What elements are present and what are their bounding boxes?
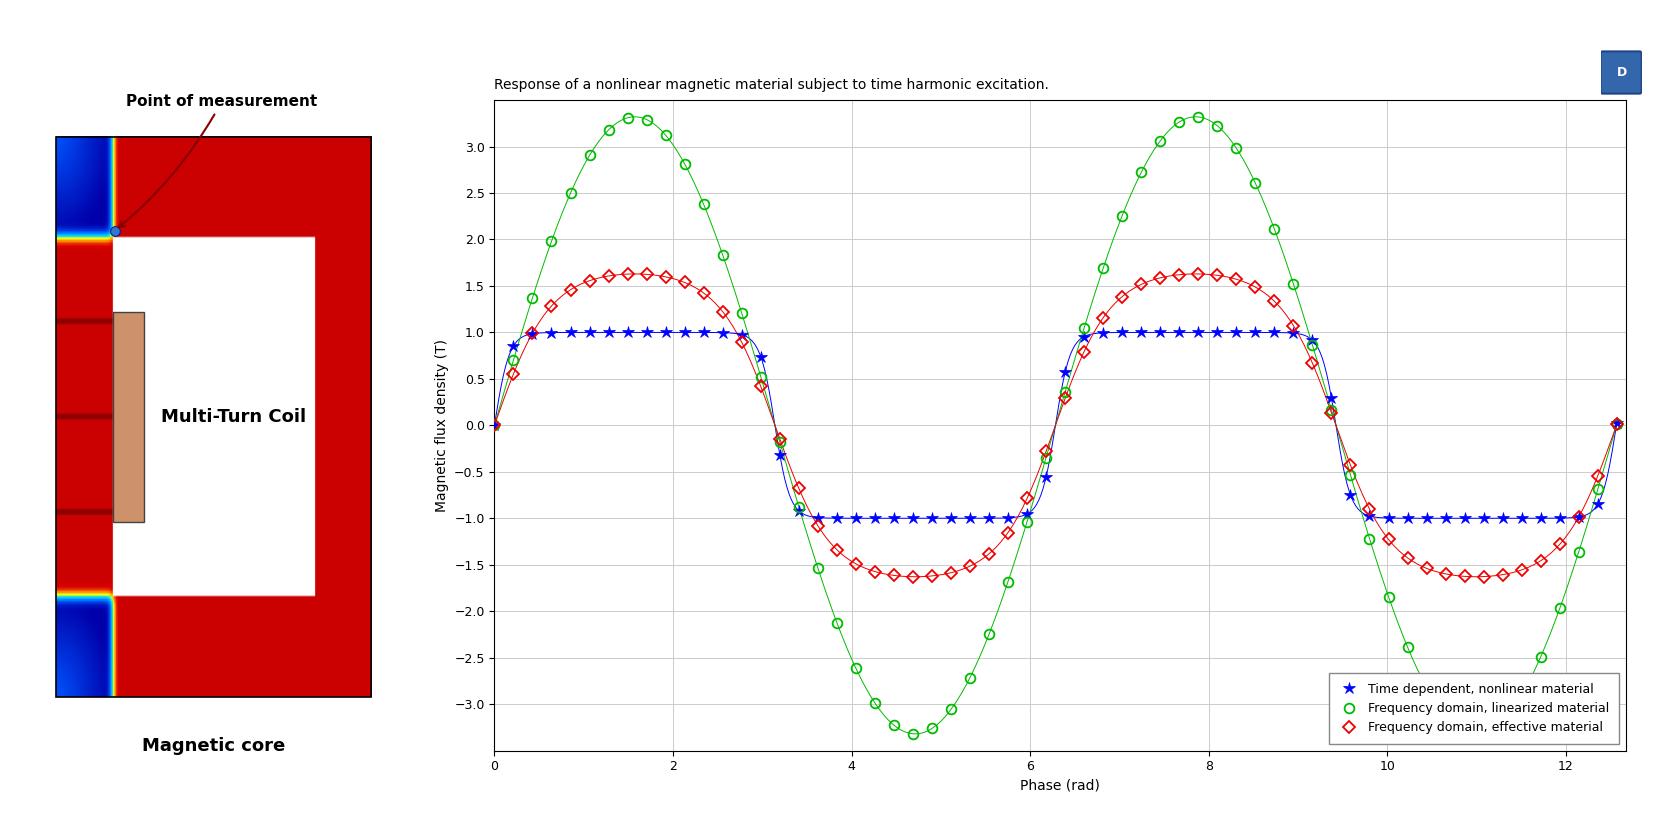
- Frequency domain, linearized material: [675, 159, 696, 169]
- Frequency domain, linearized material: [769, 437, 789, 447]
- Text: Response of a nonlinear magnetic material subject to time harmonic excitation.: Response of a nonlinear magnetic materia…: [494, 78, 1049, 92]
- Legend: Time dependent, nonlinear material, Frequency domain, linearized material, Frequ: Time dependent, nonlinear material, Freq…: [1329, 673, 1619, 745]
- Time dependent, nonlinear material: [769, 450, 789, 460]
- Line: Frequency domain, linearized material: Frequency domain, linearized material: [489, 112, 1622, 739]
- Time dependent, nonlinear material: [903, 513, 923, 523]
- Frequency domain, effective material: [675, 278, 696, 288]
- Text: D: D: [1616, 67, 1627, 79]
- Time dependent, nonlinear material: [1188, 328, 1208, 338]
- Frequency domain, linearized material: [846, 663, 866, 673]
- Frequency domain, effective material: [1607, 420, 1627, 430]
- Bar: [57, 137, 372, 697]
- Bar: [112, 312, 144, 522]
- Frequency domain, effective material: [1188, 269, 1208, 279]
- Frequency domain, linearized material: [1607, 420, 1627, 430]
- Frequency domain, linearized material: [903, 729, 923, 739]
- Text: Multi-Turn Coil: Multi-Turn Coil: [161, 408, 307, 426]
- FancyBboxPatch shape: [1601, 52, 1642, 93]
- Time dependent, nonlinear material: [484, 420, 504, 430]
- Frequency domain, effective material: [808, 520, 828, 530]
- Time dependent, nonlinear material: [846, 513, 866, 523]
- Frequency domain, effective material: [846, 559, 866, 569]
- Text: Point of measurement: Point of measurement: [119, 94, 317, 228]
- Frequency domain, linearized material: [865, 698, 885, 708]
- Frequency domain, effective material: [484, 420, 504, 430]
- Frequency domain, linearized material: [808, 563, 828, 573]
- Time dependent, nonlinear material: [1607, 419, 1627, 429]
- Time dependent, nonlinear material: [865, 513, 885, 523]
- Frequency domain, effective material: [865, 566, 885, 576]
- X-axis label: Phase (rad): Phase (rad): [1021, 779, 1099, 793]
- Frequency domain, effective material: [903, 572, 923, 582]
- Frequency domain, effective material: [769, 434, 789, 444]
- Text: Magnetic core: Magnetic core: [142, 737, 285, 756]
- Line: Frequency domain, effective material: Frequency domain, effective material: [491, 269, 1621, 581]
- Y-axis label: Magnetic flux density (T): Magnetic flux density (T): [434, 339, 449, 512]
- Frequency domain, effective material: [1227, 274, 1247, 284]
- Time dependent, nonlinear material: [675, 328, 696, 338]
- Frequency domain, linearized material: [1227, 143, 1247, 153]
- Time dependent, nonlinear material: [808, 513, 828, 523]
- Line: Time dependent, nonlinear material: Time dependent, nonlinear material: [488, 326, 1622, 525]
- Frequency domain, linearized material: [1188, 112, 1208, 122]
- Frequency domain, linearized material: [484, 420, 504, 430]
- Time dependent, nonlinear material: [1227, 328, 1247, 338]
